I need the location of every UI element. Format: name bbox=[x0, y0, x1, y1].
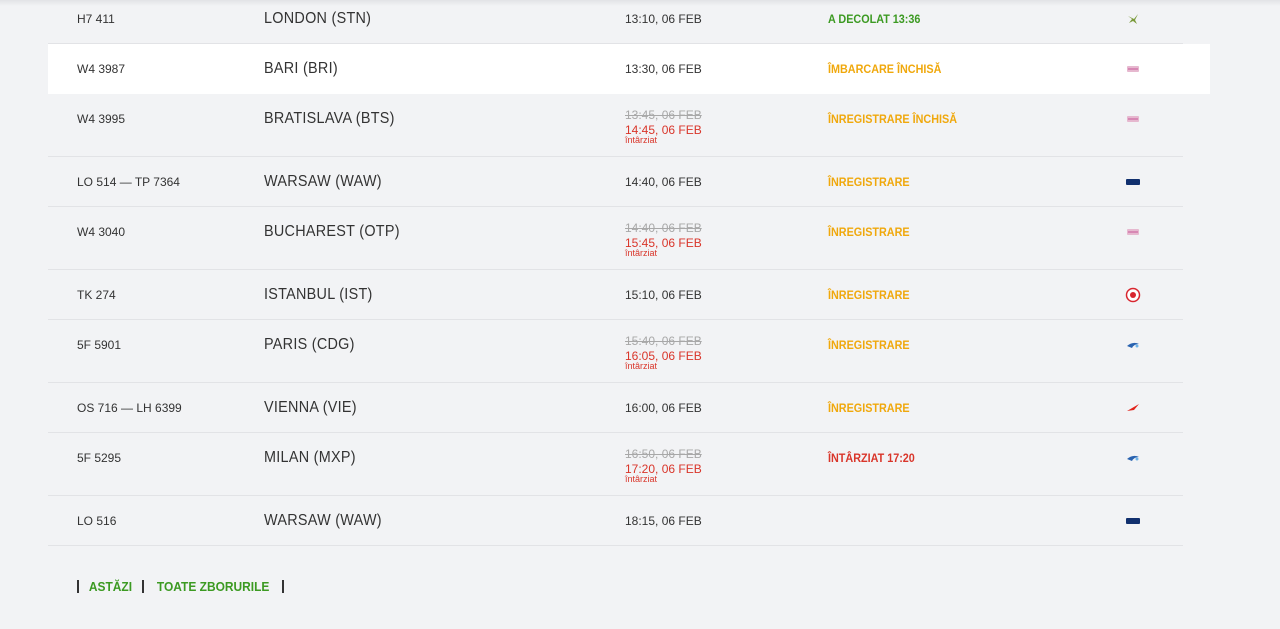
scheduled-time: 14:40, 06 FEB bbox=[625, 221, 702, 235]
row-separator bbox=[48, 432, 1183, 433]
time: 14:40, 06 FEB bbox=[625, 175, 702, 189]
row-separator bbox=[48, 495, 1183, 496]
destination: ISTANBUL (IST) bbox=[264, 286, 373, 303]
scheduled-time: 13:45, 06 FEB bbox=[625, 108, 702, 122]
time: 15:10, 06 FEB bbox=[625, 288, 702, 302]
destination: LONDON (STN) bbox=[264, 10, 372, 27]
row-separator bbox=[48, 382, 1183, 383]
flight-row[interactable]: TK 274 ISTANBUL (IST) 15:10, 06 FEB ÎNREGIS… bbox=[48, 270, 1210, 320]
delay-note: întârziat bbox=[625, 248, 658, 258]
airline-logo bbox=[1126, 518, 1140, 524]
separator bbox=[141, 579, 144, 593]
new-time: 15:45, 06 FEB bbox=[625, 236, 702, 250]
new-time: 14:45, 06 FEB bbox=[625, 123, 702, 137]
flight-number: W4 3995 bbox=[77, 112, 126, 126]
destination: WARSAW (WAW) bbox=[264, 173, 382, 190]
nav-link[interactable]: TOATE ZBORURILE bbox=[156, 578, 270, 594]
flight-row[interactable]: 5F 5901 PARIS (CDG) 15:40, 06 FEB 16:05, 06… bbox=[48, 320, 1210, 383]
scheduled-time: 15:40, 06 FEB bbox=[625, 334, 702, 348]
airline-logo bbox=[1125, 287, 1141, 303]
flight-number: LO 516 bbox=[77, 514, 117, 528]
flight-row[interactable]: W4 3040 BUCHAREST (OTP) 14:40, 06 FEB 15:45… bbox=[48, 207, 1210, 270]
flight-number: LO 514 — TP 7364 bbox=[77, 175, 180, 189]
flight-number: OS 716 — LH 6399 bbox=[77, 401, 182, 415]
flight-row[interactable]: OS 716 — LH 6399 VIENNA (VIE) 16:00, 06 FE… bbox=[48, 383, 1210, 433]
destination: BARI (BRI) bbox=[264, 60, 338, 77]
flight-number: H7 411 bbox=[77, 12, 115, 26]
separator bbox=[77, 579, 79, 593]
airline-logo bbox=[1128, 14, 1138, 24]
new-time: 17:20, 06 FEB bbox=[625, 462, 702, 476]
time: 13:30, 06 FEB bbox=[625, 62, 702, 76]
airline-logo bbox=[1127, 116, 1139, 122]
destination: BRATISLAVA (BTS) bbox=[264, 110, 395, 127]
flight-row[interactable]: W4 3995 BRATISLAVA (BTS) 13:45, 06 FEB 14:4… bbox=[48, 94, 1210, 157]
destination: BUCHAREST (OTP) bbox=[264, 223, 400, 240]
new-time: 16:05, 06 FEB bbox=[625, 349, 702, 363]
airline-logo bbox=[1127, 455, 1139, 461]
flight-number: W4 3987 bbox=[77, 62, 126, 76]
time: 16:00, 06 FEB bbox=[625, 401, 702, 415]
status: ÎNREGISTRARE bbox=[828, 225, 910, 239]
row-separator bbox=[48, 43, 1183, 44]
flight-number: W4 3040 bbox=[77, 225, 126, 239]
flight-row[interactable]: W4 3987 BARI (BRI) 13:30, 06 FEB ÎMBARCARE … bbox=[48, 44, 1210, 94]
delay-note: întârziat bbox=[625, 135, 658, 145]
status: ÎNREGISTRARE ÎNCHISĂ bbox=[828, 112, 958, 126]
time: 18:15, 06 FEB bbox=[625, 514, 702, 528]
status: ÎMBARCARE ÎNCHISĂ bbox=[828, 62, 942, 76]
top-shadow bbox=[0, 0, 1280, 6]
status: ÎNREGISTRARE bbox=[828, 175, 910, 189]
flight-number: TK 274 bbox=[77, 288, 116, 302]
scheduled-time: 16:50, 06 FEB bbox=[625, 447, 702, 461]
separator bbox=[282, 579, 285, 593]
status: ÎNREGISTRARE bbox=[828, 288, 910, 302]
status: ÎNREGISTRARE bbox=[828, 338, 910, 352]
row-separator bbox=[48, 269, 1183, 270]
airline-logo bbox=[1127, 342, 1139, 348]
flight-number: 5F 5901 bbox=[77, 338, 122, 352]
footer-nav: ASTĂZI TOATE ZBORURILE bbox=[77, 577, 292, 595]
airline-logo bbox=[1127, 66, 1139, 72]
flight-number: 5F 5295 bbox=[77, 451, 122, 465]
time: 13:10, 06 FEB bbox=[625, 12, 702, 26]
status: ÎNREGISTRARE bbox=[828, 401, 910, 415]
delay-note: întârziat bbox=[625, 474, 658, 484]
flight-row[interactable]: H7 411 LONDON (STN) 13:10, 06 FEB A DECOLAT… bbox=[48, 0, 1210, 44]
destination: PARIS (CDG) bbox=[264, 336, 355, 353]
status: ÎNTÂRZIAT 17:20 bbox=[828, 451, 915, 465]
status: A DECOLAT 13:36 bbox=[828, 12, 921, 26]
row-separator bbox=[48, 206, 1183, 207]
destination: VIENNA (VIE) bbox=[264, 399, 357, 416]
destination: MILAN (MXP) bbox=[264, 449, 356, 466]
airline-logo bbox=[1127, 404, 1139, 411]
destination: WARSAW (WAW) bbox=[264, 512, 382, 529]
flight-row[interactable]: LO 514 — TP 7364 WARSAW (WAW) 14:40, 06 FE… bbox=[48, 157, 1210, 207]
row-separator bbox=[48, 545, 1183, 546]
row-separator bbox=[48, 319, 1183, 320]
airline-logo bbox=[1126, 179, 1140, 185]
flight-row[interactable]: 5F 5295 MILAN (MXP) 16:50, 06 FEB 17:20, 06… bbox=[48, 433, 1210, 496]
nav-link[interactable]: ASTĂZI bbox=[88, 578, 133, 594]
flight-row[interactable]: LO 516 WARSAW (WAW) 18:15, 06 FEB bbox=[48, 496, 1210, 546]
row-separator bbox=[48, 156, 1183, 157]
delay-note: întârziat bbox=[625, 361, 658, 371]
airline-logo bbox=[1127, 229, 1139, 235]
